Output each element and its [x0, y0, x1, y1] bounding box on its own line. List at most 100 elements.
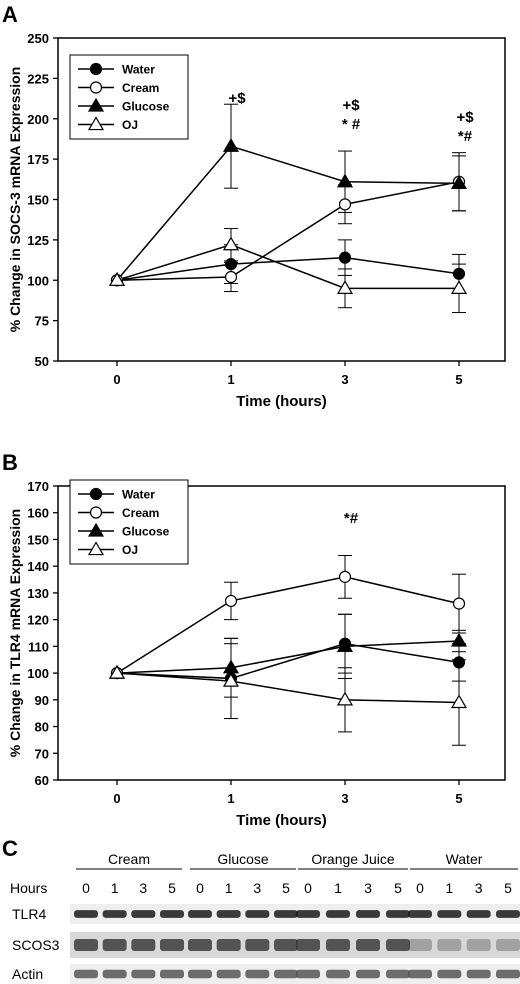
blot-hour-label: 3 — [475, 880, 483, 896]
data-point-cream — [224, 594, 238, 608]
data-point-glucose — [450, 175, 468, 189]
blot-group-label: Cream — [108, 851, 150, 867]
blot-strip — [404, 932, 520, 958]
blot-band — [216, 939, 241, 951]
data-point-glucose — [450, 632, 468, 647]
data-point-cream — [338, 198, 352, 211]
data-point-water — [452, 267, 466, 280]
data-point-water — [338, 251, 352, 264]
data-point-glucose — [222, 659, 240, 674]
blot-band — [188, 939, 212, 951]
blot-hour-label: 5 — [394, 880, 402, 896]
blot-strip — [184, 904, 302, 924]
blot-band — [466, 910, 491, 918]
legend-label: Glucose — [122, 525, 170, 539]
x-tick-label: 0 — [113, 372, 120, 387]
y-tick-label: 50 — [35, 354, 49, 369]
legend-marker-water — [89, 62, 103, 76]
blot-band — [408, 969, 432, 979]
y-tick-label: 250 — [27, 31, 49, 46]
blot-band — [274, 969, 298, 979]
blot-group-label: Water — [446, 851, 483, 867]
blot-band — [466, 969, 491, 979]
data-point-glucose — [222, 138, 240, 152]
y-tick-label: 150 — [27, 532, 49, 547]
legend-marker-water — [89, 487, 103, 501]
blot-band — [74, 910, 98, 918]
blot-band — [296, 939, 320, 951]
data-point-oj — [222, 236, 240, 251]
blot-band — [437, 969, 462, 979]
blot-strip — [70, 964, 188, 984]
data-point-glucose — [336, 638, 354, 653]
x-tick-label: 5 — [455, 791, 462, 806]
blot-band — [466, 939, 491, 951]
blot-strip — [404, 904, 520, 924]
blot-band — [274, 910, 298, 918]
blot-row-label: SCOS3 — [12, 937, 60, 953]
blot-band — [160, 910, 184, 918]
data-point-cream — [224, 270, 238, 284]
blot-strip — [292, 964, 414, 984]
y-tick-label: 140 — [27, 559, 49, 574]
blot-band — [437, 910, 462, 918]
y-tick-label: 120 — [27, 613, 49, 628]
blot-band — [386, 969, 410, 979]
blot-band — [356, 969, 380, 979]
y-tick-label: 75 — [35, 314, 49, 329]
significance-annotation: +$ — [456, 109, 474, 126]
blot-hour-label: 1 — [111, 880, 119, 896]
y-tick-label: 80 — [35, 720, 49, 735]
blot-hour-label: 3 — [139, 880, 147, 896]
panel-b-letter: B — [2, 450, 18, 475]
blot-band — [326, 910, 350, 918]
y-tick-label: 175 — [27, 152, 49, 167]
series-line-cream — [116, 576, 460, 674]
blot-group-label: Glucose — [217, 851, 269, 867]
blot-hour-label: 0 — [196, 880, 204, 896]
data-point-water — [452, 656, 466, 669]
blot-band — [296, 910, 320, 918]
significance-annotation: * # — [342, 116, 361, 133]
blot-band — [296, 969, 320, 979]
blot-hours-label: Hours — [10, 880, 47, 896]
blot-hour-label: 5 — [168, 880, 176, 896]
legend-marker-oj — [87, 116, 105, 131]
data-point-glucose — [336, 173, 354, 188]
blot-band — [245, 910, 270, 918]
blot-band — [386, 939, 410, 951]
blot-band — [131, 910, 156, 918]
blot-band — [326, 969, 350, 979]
significance-annotation: *# — [458, 128, 473, 145]
x-tick-label: 1 — [227, 372, 234, 387]
blot-band — [496, 910, 520, 918]
blot-band — [188, 969, 212, 979]
panel-a-letter: A — [2, 2, 18, 27]
x-axis-label: Time (hours) — [236, 812, 327, 829]
blot-group-label: Orange Juice — [311, 851, 394, 867]
legend-label: Water — [122, 488, 155, 502]
legend-marker-oj — [87, 541, 105, 556]
y-axis-label: % Change in TLR4 mRNA Expression — [7, 509, 23, 757]
blot-band — [102, 939, 127, 951]
blot-row-label: Actin — [12, 966, 43, 982]
x-tick-label: 1 — [227, 791, 234, 806]
x-tick-label: 3 — [341, 791, 348, 806]
blot-band — [356, 910, 380, 918]
legend-marker-glucose — [87, 522, 105, 537]
data-point-oj — [336, 691, 354, 706]
tlr4-line-chart: 60 70 80 90 100 110 120 130 140 150 160 170 0 1 3 5 Time… — [7, 479, 506, 829]
blot-band — [102, 969, 127, 979]
series-line-glucose — [116, 145, 460, 281]
blot-row-label: TLR4 — [12, 906, 46, 922]
series-line-oj — [116, 243, 459, 290]
legend-label: Glucose — [122, 100, 170, 114]
y-tick-label: 160 — [27, 506, 49, 521]
blot-band — [386, 910, 410, 918]
blot-hour-label: 1 — [445, 880, 453, 896]
blot-band — [245, 939, 270, 951]
blot-hour-label: 1 — [334, 880, 342, 896]
y-axis-label: % Change in SOCS-3 mRNA Expression — [7, 67, 23, 333]
